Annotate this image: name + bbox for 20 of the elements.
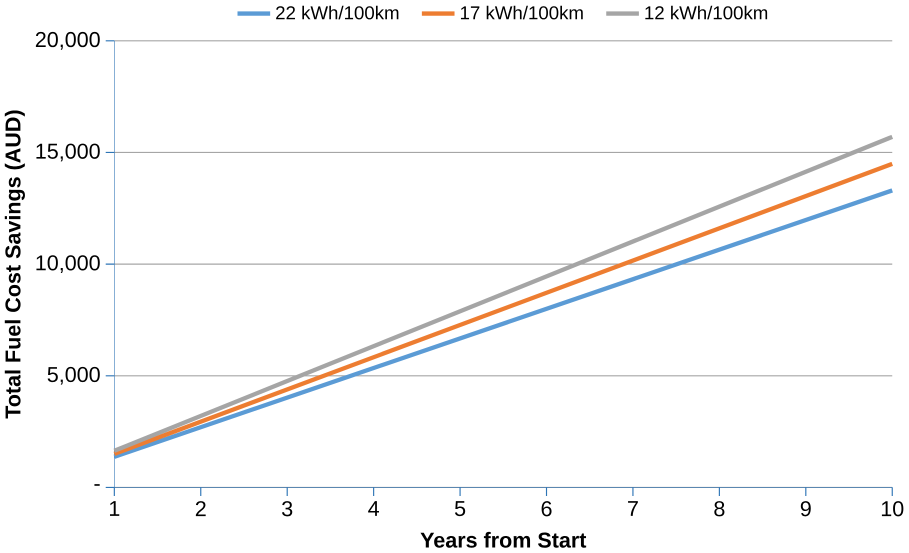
legend-label: 12 kWh/100km (645, 6, 768, 20)
x-tick-label: 2 (196, 501, 206, 516)
x-tick-label: 10 (882, 501, 904, 517)
x-axis-title: Years from Start (420, 532, 586, 548)
x-tick-label: 7 (628, 501, 638, 516)
y-tick-label: 15,000 (36, 144, 100, 162)
x-tick-label: 1 (110, 501, 120, 516)
legend-label: 17 kWh/100km (460, 6, 583, 20)
x-tick-label: 4 (368, 501, 379, 516)
y-tick-label: 5,000 (48, 367, 100, 385)
x-tick-label: 8 (714, 501, 724, 517)
x-tick-label: 3 (282, 501, 292, 517)
x-tick-label: 9 (800, 501, 811, 517)
x-tick-label: 5 (454, 501, 466, 516)
y-tick-label: 10,000 (36, 255, 100, 274)
x-tick-label: 6 (542, 501, 552, 517)
legend-label: 22 kWh/100km (276, 6, 398, 20)
y-tick-label: 20,000 (36, 32, 100, 50)
y-axis-title: Total Fuel Cost Savings (AUD) (4, 110, 25, 419)
y-tick-label: - (94, 484, 100, 486)
